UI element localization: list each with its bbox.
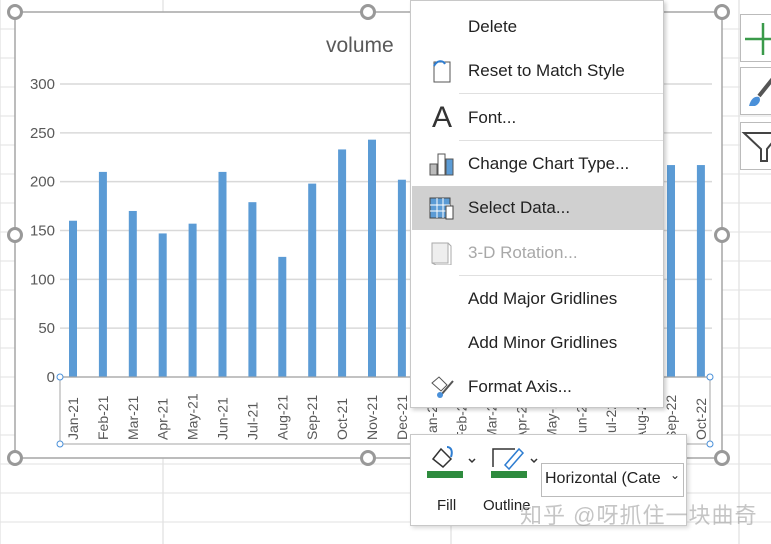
bar[interactable] bbox=[98, 171, 107, 377]
bar[interactable] bbox=[696, 165, 705, 377]
x-tick-label: Jul-21 bbox=[244, 402, 260, 440]
axis-handle[interactable] bbox=[56, 373, 64, 381]
y-tick-label: 250 bbox=[30, 125, 55, 142]
axis-handle[interactable] bbox=[706, 373, 714, 381]
horizontal-axis-selection[interactable] bbox=[59, 376, 711, 445]
resize-handle[interactable] bbox=[714, 4, 730, 20]
watermark: 知乎 @呀抓住一块曲奇 bbox=[520, 503, 758, 528]
x-tick-label: Aug-21 bbox=[274, 395, 290, 440]
chart-title[interactable]: volume bbox=[326, 34, 394, 57]
axis-handle[interactable] bbox=[56, 440, 64, 448]
menu-item-reset-to-match-style[interactable]: Reset to Match Style bbox=[412, 49, 663, 93]
y-tick-label: 100 bbox=[30, 271, 55, 288]
x-tick-label: Mar-21 bbox=[125, 395, 141, 440]
paint-bucket-icon bbox=[431, 446, 476, 469]
x-tick-label: Sep-22 bbox=[663, 395, 679, 440]
chart-element-dropdown[interactable]: Horizontal (Cate ⌄ bbox=[541, 463, 684, 497]
format-axis-icon bbox=[428, 373, 456, 401]
brush-icon bbox=[749, 77, 771, 106]
bar[interactable] bbox=[218, 171, 227, 377]
bar[interactable] bbox=[397, 179, 406, 377]
bar[interactable] bbox=[278, 256, 287, 377]
pencil-icon bbox=[492, 447, 538, 471]
y-tick-label: 150 bbox=[30, 223, 55, 240]
outline-button[interactable]: Outline bbox=[483, 441, 545, 519]
x-tick-label: Nov-21 bbox=[364, 395, 380, 440]
filter-icon bbox=[741, 132, 771, 162]
resize-handle[interactable] bbox=[714, 227, 730, 243]
bar[interactable] bbox=[368, 139, 376, 377]
chevron-down-icon: ⌄ bbox=[666, 468, 683, 482]
bar[interactable] bbox=[338, 149, 347, 377]
menu-item-change-chart-type[interactable]: Change Chart Type... bbox=[412, 142, 663, 186]
menu-item-add-major-gridlines[interactable]: Add Major Gridlines bbox=[468, 289, 618, 308]
x-tick-label: Oct-21 bbox=[334, 398, 350, 440]
font-icon: A bbox=[431, 101, 452, 134]
resize-handle[interactable] bbox=[7, 4, 23, 20]
bar[interactable] bbox=[128, 210, 137, 377]
bar[interactable] bbox=[158, 233, 167, 377]
y-tick-label: 50 bbox=[38, 320, 55, 337]
x-tick-label: Jun-21 bbox=[215, 397, 231, 440]
mini-toolbar: Fill Outline Horizontal (Cate ⌄ bbox=[410, 434, 687, 526]
reset-style-icon bbox=[428, 57, 456, 85]
menu-item-select-data[interactable]: Select Data... bbox=[412, 186, 663, 230]
y-tick-label: 200 bbox=[30, 174, 55, 191]
axis-handle[interactable] bbox=[706, 440, 714, 448]
x-tick-label: Jan-21 bbox=[65, 397, 81, 440]
resize-handle[interactable] bbox=[360, 4, 376, 20]
bar[interactable] bbox=[667, 165, 675, 377]
bar[interactable] bbox=[308, 183, 317, 377]
outline-color-swatch bbox=[491, 471, 527, 478]
x-tick-label: Jul-22 bbox=[603, 402, 619, 440]
resize-handle[interactable] bbox=[714, 450, 730, 466]
x-tick-label: Oct-22 bbox=[693, 398, 709, 440]
menu-item-3d-rotation: 3-D Rotation... bbox=[412, 231, 663, 275]
bar[interactable] bbox=[248, 202, 257, 377]
x-tick-label: Apr-22 bbox=[514, 398, 530, 440]
3d-rotation-icon bbox=[428, 239, 456, 267]
y-tick-label: 300 bbox=[30, 76, 55, 93]
y-tick-label: 0 bbox=[47, 369, 55, 386]
x-tick-label: Dec-21 bbox=[394, 395, 410, 440]
select-data-icon bbox=[428, 194, 456, 222]
chart-elements-button[interactable] bbox=[740, 14, 771, 62]
x-tick-label: Feb-21 bbox=[95, 395, 111, 440]
x-tick-label: May-21 bbox=[185, 393, 201, 440]
chart-type-icon bbox=[428, 150, 456, 178]
bar[interactable] bbox=[69, 220, 77, 377]
fill-color-swatch bbox=[427, 471, 463, 478]
resize-handle[interactable] bbox=[7, 227, 23, 243]
context-menu: Delete Reset to Match Style A Font... Cha… bbox=[410, 0, 664, 408]
chart-filters-button[interactable] bbox=[740, 122, 771, 170]
plus-icon bbox=[745, 23, 771, 55]
menu-item-add-minor-gridlines[interactable]: Add Minor Gridlines bbox=[468, 333, 618, 352]
menu-item-format-axis[interactable]: Format Axis... bbox=[412, 365, 663, 409]
bar[interactable] bbox=[188, 223, 197, 377]
resize-handle[interactable] bbox=[7, 450, 23, 466]
x-tick-label: Apr-21 bbox=[155, 398, 171, 440]
chart-styles-button[interactable] bbox=[740, 67, 771, 115]
fill-button[interactable]: Fill bbox=[425, 441, 481, 519]
x-tick-label: Sep-21 bbox=[304, 395, 320, 440]
menu-item-font[interactable]: A Font... bbox=[412, 96, 663, 140]
resize-handle[interactable] bbox=[360, 450, 376, 466]
menu-item-delete[interactable]: Delete bbox=[468, 17, 518, 36]
